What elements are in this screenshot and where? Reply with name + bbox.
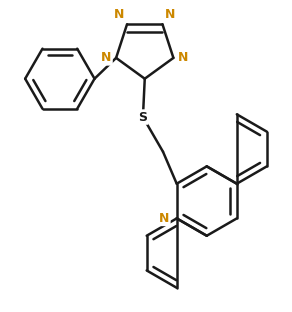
Text: N: N (165, 8, 175, 22)
Text: S: S (138, 110, 147, 124)
Text: N: N (178, 51, 188, 64)
Text: N: N (159, 212, 169, 225)
Text: N: N (101, 51, 112, 64)
Text: N: N (114, 8, 124, 22)
